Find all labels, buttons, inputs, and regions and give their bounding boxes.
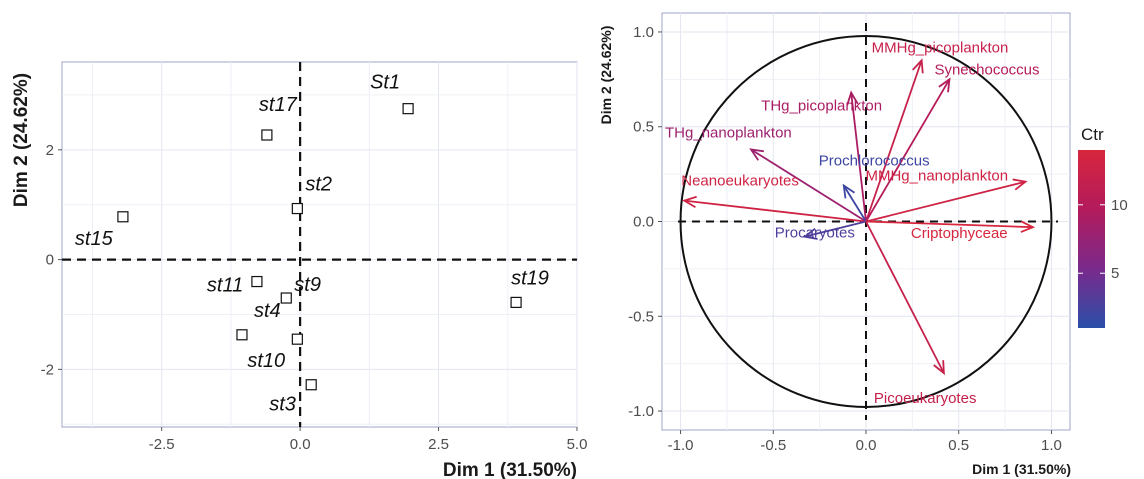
variables-plot: MMHg_picoplankton Synechococcus THg_picopl…: [598, 13, 1071, 477]
right-y-tick-label: 0.0: [633, 214, 654, 231]
ctr-legend: Ctr 5 10: [1078, 125, 1128, 328]
variable-label: Criptophyceae: [911, 225, 1008, 242]
point-label: st19: [511, 267, 549, 289]
right-x-ticks: -1.0 -0.5 0.0 0.5 1.0: [668, 430, 1062, 454]
point-marker: [237, 330, 247, 340]
left-y-tick-label: 0: [46, 252, 54, 269]
point-marker: [281, 293, 291, 303]
variable-label: THg_nanoplankton: [665, 124, 792, 141]
point-label: st2: [305, 174, 332, 196]
right-y-ticks: -1.0 -0.5 0.0 0.5 1.0: [628, 24, 662, 420]
left-x-tick-label: -2.5: [149, 436, 175, 453]
point-label: st3: [269, 394, 296, 416]
point-marker: [262, 130, 272, 140]
point-marker: [511, 297, 521, 307]
variable-label: Synechococcus: [934, 61, 1039, 78]
legend-tick-label: 5: [1111, 265, 1119, 282]
left-x-tick-label: 0.0: [290, 436, 311, 453]
right-x-axis-title: Dim 1 (31.50%): [972, 461, 1071, 477]
variable-label: Procaryotes: [775, 225, 855, 242]
variable-label: MMHg_picoplankton: [872, 39, 1009, 56]
variable-label: Picoeukaryotes: [874, 390, 977, 407]
right-y-tick-label: -1.0: [628, 403, 654, 420]
right-y-tick-label: 0.5: [633, 119, 654, 136]
point-label: st11: [207, 275, 243, 297]
right-y-tick-label: 1.0: [633, 24, 654, 41]
individuals-plot: st17 St1 st2 st15 st11 st9 st4 st10 st3 st19 -2.5…: [11, 62, 587, 479]
left-y-tick-label: -2: [41, 361, 54, 378]
point-marker: [118, 212, 128, 222]
left-x-ticks: -2.5 0.0 2.5 5.0: [149, 427, 588, 453]
point-marker: [306, 380, 316, 390]
right-y-tick-label: -0.5: [628, 308, 654, 325]
left-x-tick-label: 2.5: [428, 436, 449, 453]
right-x-tick-label: 0.0: [856, 437, 877, 454]
right-x-tick-label: 0.5: [948, 437, 969, 454]
right-x-tick-label: 1.0: [1041, 437, 1062, 454]
legend-tick-label: 10: [1111, 197, 1128, 214]
left-y-tick-label: 2: [46, 142, 54, 159]
right-y-axis-title: Dim 2 (24.62%): [598, 26, 614, 125]
variable-label: THg_picoplankton: [761, 98, 882, 115]
left-plot-panel: [62, 62, 577, 427]
point-marker: [403, 104, 413, 114]
point-marker: [252, 277, 262, 287]
right-x-tick-label: -0.5: [760, 437, 786, 454]
point-label: st15: [75, 228, 114, 250]
right-x-tick-label: -1.0: [668, 437, 694, 454]
point-marker: [292, 204, 302, 214]
point-label: st17: [259, 94, 298, 116]
point-label: St1: [370, 72, 400, 94]
point-label: st10: [247, 350, 285, 372]
variable-label: MMHg_nanoplankton: [865, 168, 1008, 185]
point-marker: [292, 334, 302, 344]
left-y-axis-title: Dim 2 (24.62%): [11, 73, 32, 207]
legend-title: Ctr: [1081, 125, 1104, 144]
point-label: st4: [254, 300, 281, 322]
point-label: st9: [294, 274, 321, 296]
left-y-ticks: -2 0 2: [41, 142, 62, 379]
left-x-tick-label: 5.0: [567, 436, 588, 453]
left-x-axis-title: Dim 1 (31.50%): [443, 460, 577, 479]
variable-label: Neanoeukaryotes: [681, 173, 799, 190]
legend-colorbar: [1078, 150, 1105, 328]
